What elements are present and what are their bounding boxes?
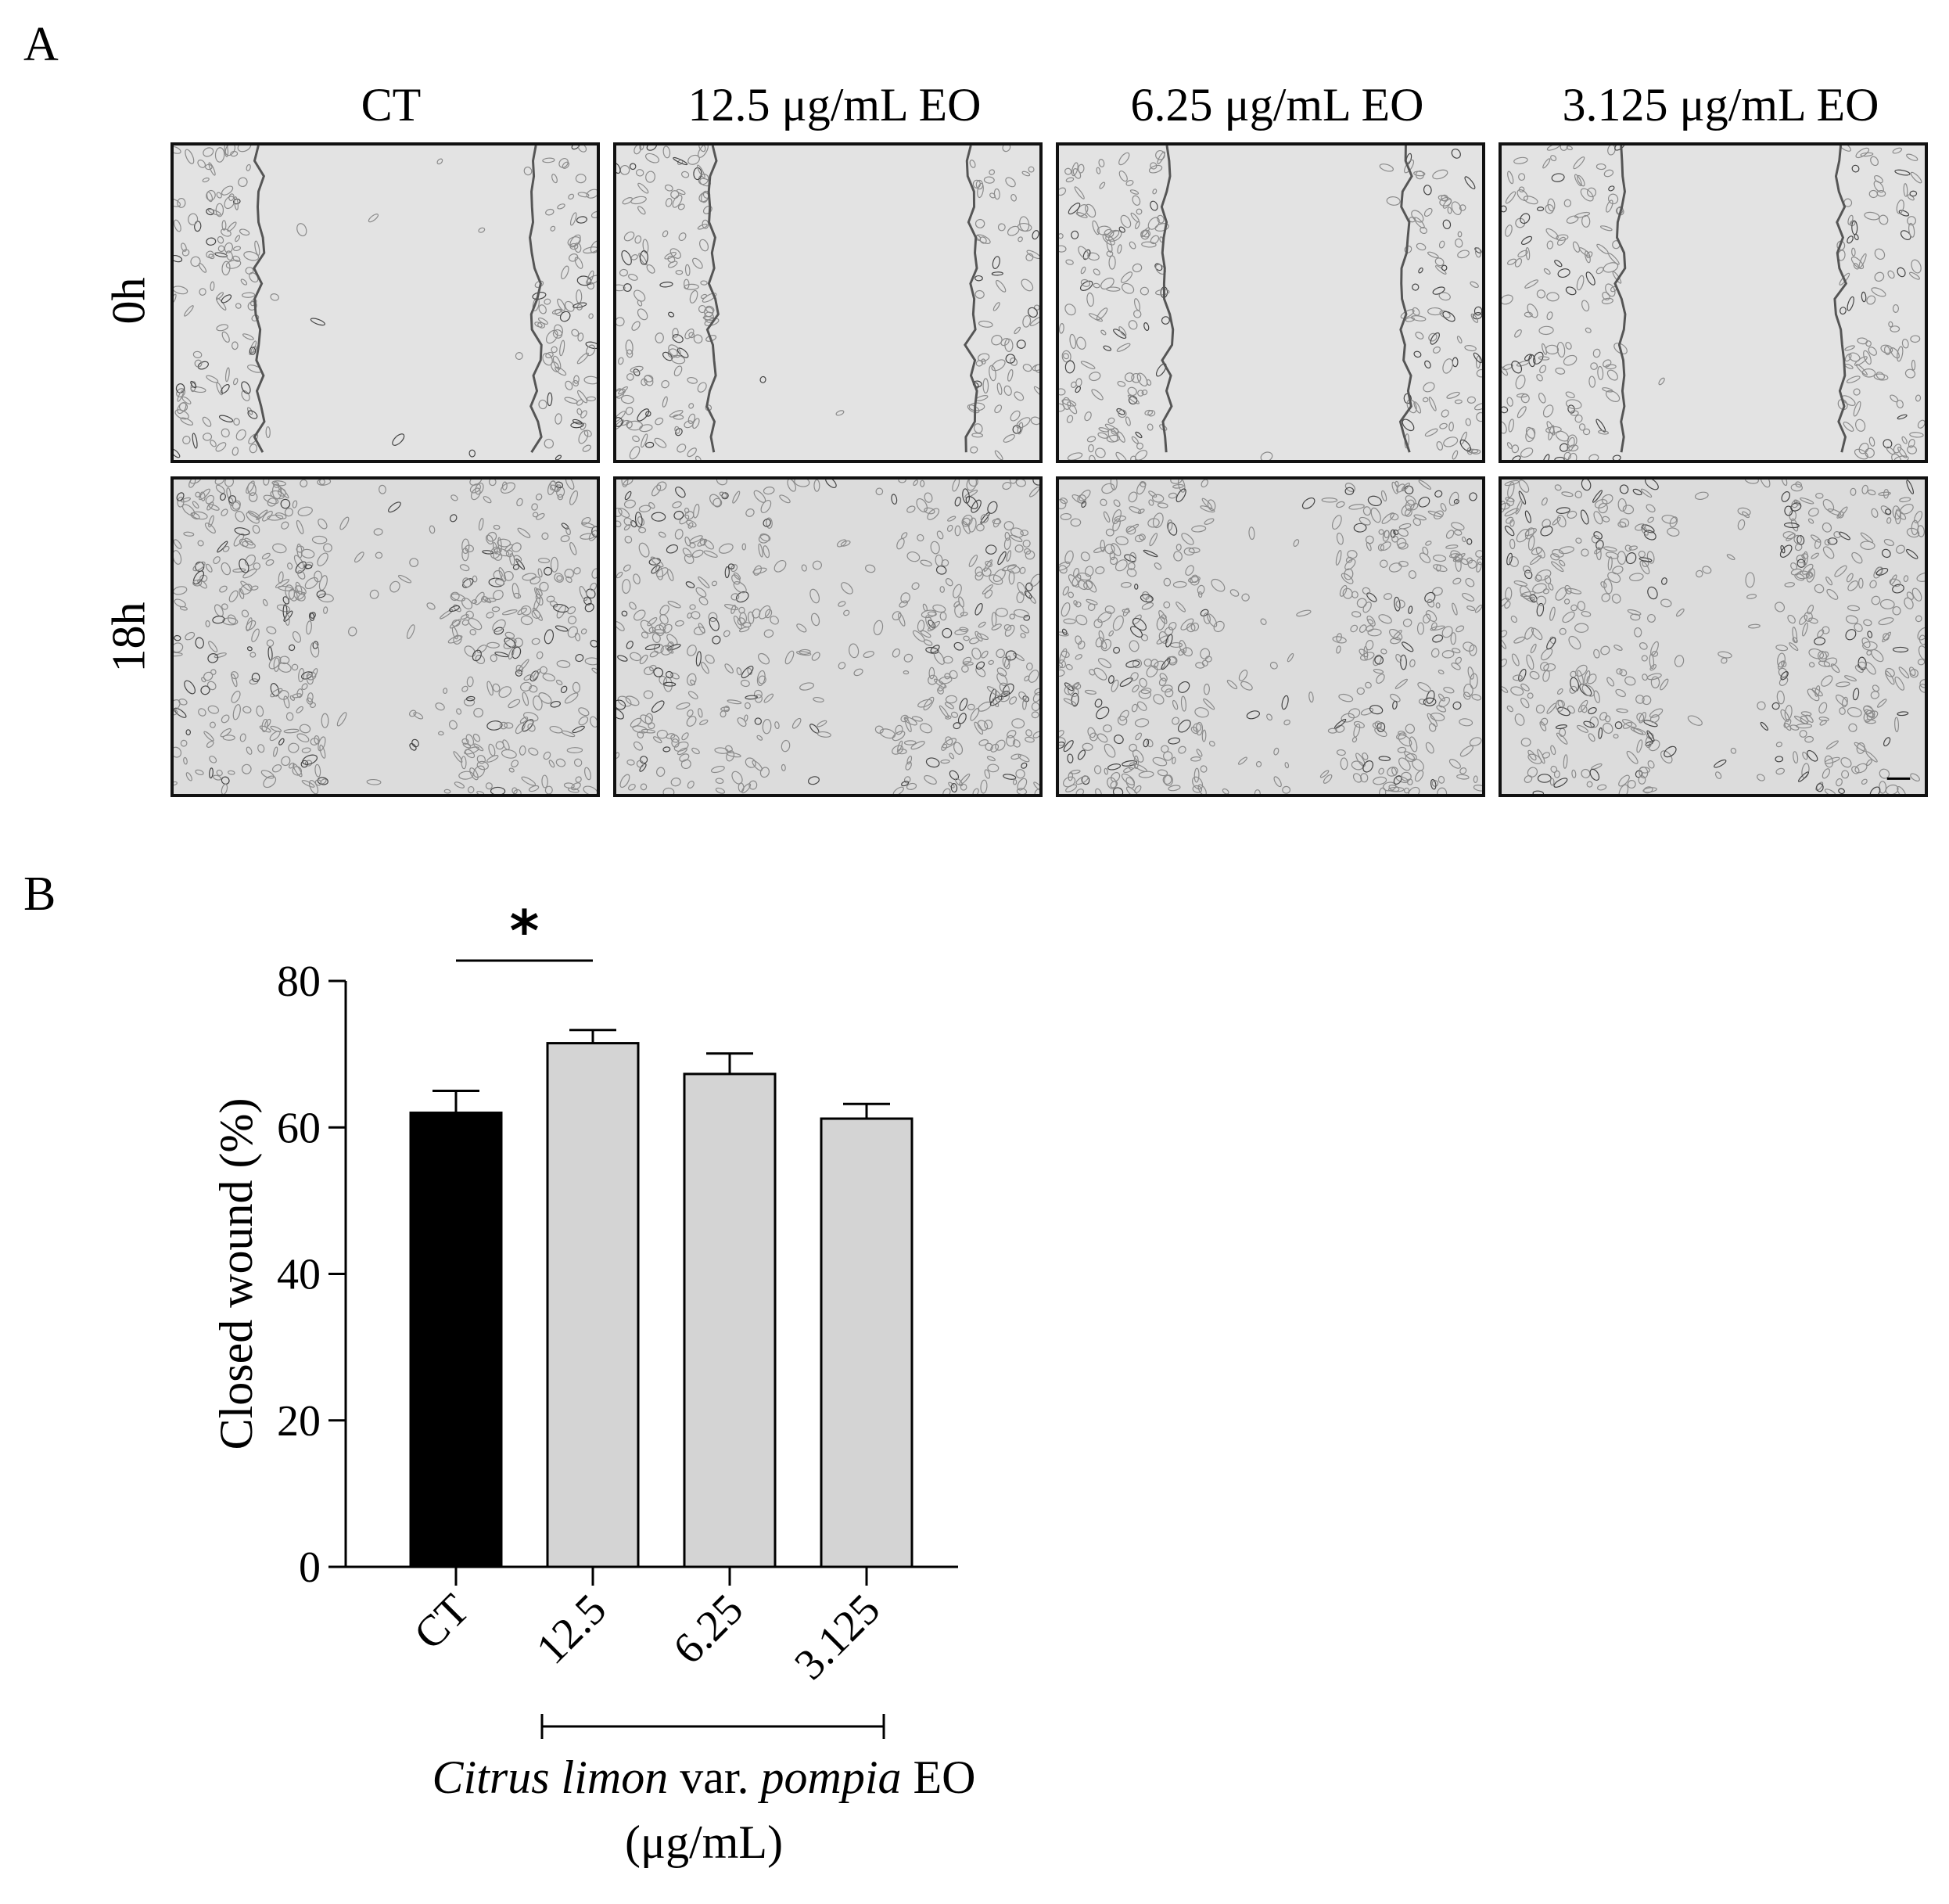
x-tick-label-CT: CT bbox=[405, 1585, 479, 1658]
panel-b-letter: B bbox=[23, 868, 56, 921]
column-label-ct: CT bbox=[361, 79, 422, 131]
micrograph-18h-12-5 bbox=[613, 476, 1043, 797]
y-tick-label: 40 bbox=[277, 1251, 321, 1299]
bar-3.125 bbox=[820, 1117, 913, 1568]
x-axis-label-units: (μg/mL) bbox=[625, 1816, 783, 1868]
micrograph-0h-6-25 bbox=[1056, 142, 1485, 463]
bar-6.25 bbox=[683, 1072, 777, 1568]
micrograph-0h-12-5 bbox=[613, 142, 1043, 463]
row-label-0h: 0h bbox=[102, 277, 155, 325]
column-label-3-125: 3.125 μg/mL EO bbox=[1562, 79, 1879, 131]
row-label-18h: 18h bbox=[102, 602, 155, 673]
panel-a-letter: A bbox=[23, 18, 59, 71]
micrograph-0h-3-125 bbox=[1499, 142, 1928, 463]
y-tick-label: 0 bbox=[299, 1543, 321, 1592]
bar-12.5 bbox=[546, 1042, 640, 1568]
bar-CT bbox=[409, 1112, 503, 1568]
y-tick-label: 80 bbox=[277, 957, 321, 1006]
x-tick-label-12.5: 12.5 bbox=[527, 1585, 616, 1673]
significance-star: * bbox=[510, 898, 540, 964]
x-tick-label-3.125: 3.125 bbox=[785, 1585, 889, 1689]
column-label-12-5: 12.5 μg/mL EO bbox=[687, 79, 982, 131]
micrograph-18h-ct bbox=[170, 476, 600, 797]
micrograph-18h-6-25 bbox=[1056, 476, 1485, 797]
micrograph-18h-3-125 bbox=[1499, 476, 1928, 797]
y-tick-label: 60 bbox=[277, 1104, 321, 1152]
column-label-6-25: 6.25 μg/mL EO bbox=[1130, 79, 1424, 131]
bar-chart: 0 20 40 60 80 Closed wound (%) CT 12.5 6.25 3.125… bbox=[210, 898, 976, 1868]
y-axis-label: Closed wound (%) bbox=[210, 1098, 262, 1450]
y-tick-label: 20 bbox=[277, 1397, 321, 1446]
x-axis-label: Citrus limon var. pompia EO bbox=[432, 1751, 975, 1803]
micrograph-0h-ct bbox=[170, 142, 600, 463]
x-tick-label-6.25: 6.25 bbox=[664, 1585, 752, 1673]
